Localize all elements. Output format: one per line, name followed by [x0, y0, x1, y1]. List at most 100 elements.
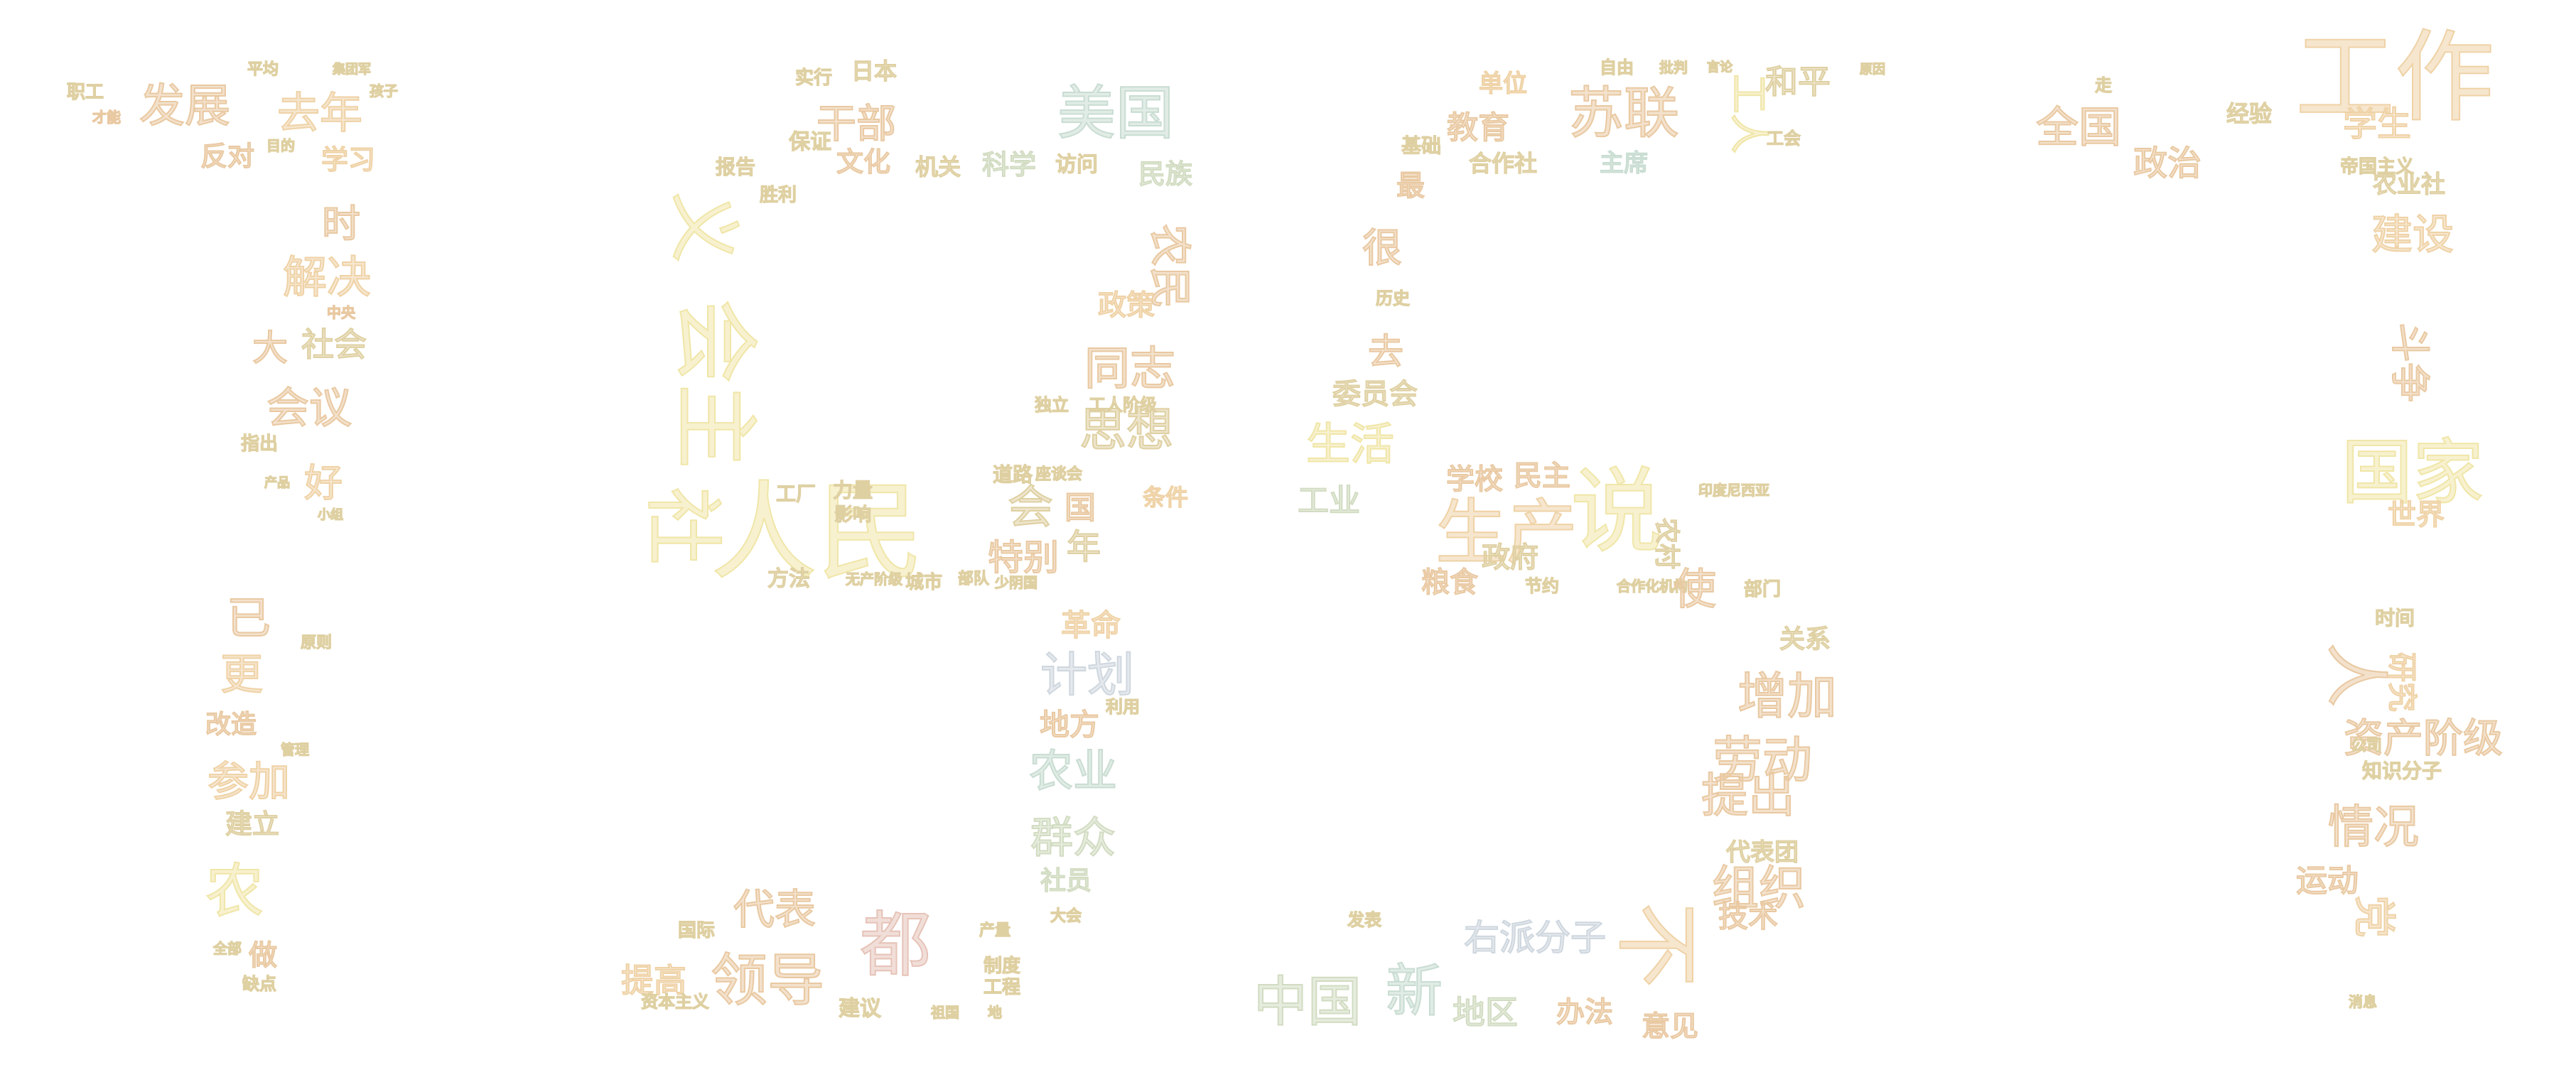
cloud-word: 工人 [1725, 74, 1772, 153]
cloud-word: 提高 [621, 961, 686, 1000]
cloud-word: 工程 [983, 977, 1020, 998]
cloud-word: 农村 [1652, 518, 1681, 569]
cloud-word: 代表团 [1726, 838, 1799, 867]
cloud-word: 资本主义 [641, 992, 709, 1012]
cloud-word: 发展 [139, 80, 230, 133]
cloud-word: 解决 [283, 252, 371, 303]
cloud-word: 城市 [905, 572, 942, 593]
cloud-word: 关系 [1779, 625, 1831, 654]
cloud-word: 年 [1067, 527, 1101, 567]
cloud-word: 职工 [67, 82, 104, 103]
cloud-word: 集团军 [333, 63, 371, 77]
cloud-word: 资产阶级 [2344, 716, 2503, 762]
cloud-word: 办法 [1556, 996, 1613, 1029]
cloud-word: 生活 [1306, 418, 1394, 470]
cloud-word: 提出 [1701, 769, 1795, 823]
cloud-word: 制度 [983, 956, 1020, 977]
cloud-word: 地区 [1453, 993, 1518, 1032]
cloud-word: 工会 [1767, 129, 1801, 148]
cloud-word: 干部 [817, 102, 896, 148]
cloud-word: 斗争 [2386, 323, 2432, 402]
cloud-word: 去年 [277, 89, 362, 139]
cloud-word: 政治 [2133, 144, 2202, 183]
cloud-word: 部队 [958, 570, 989, 588]
cloud-word: 劳动 [1713, 731, 1812, 789]
cloud-word: 使 [1674, 565, 1716, 615]
cloud-word: 学生 [2343, 104, 2411, 144]
cloud-word: 运动 [2296, 863, 2359, 899]
cloud-word: 最 [1396, 170, 1425, 202]
cloud-word: 建立 [225, 809, 279, 840]
cloud-word: 更 [220, 650, 263, 700]
cloud-word: 印度尼西亚 [1698, 482, 1769, 499]
cloud-word: 机关 [915, 153, 961, 180]
cloud-word: 教育 [1447, 110, 1509, 146]
cloud-word: 时 [322, 202, 360, 247]
cloud-word: 民主 [1514, 460, 1570, 492]
cloud-word: 代表 [733, 885, 816, 934]
cloud-word: 农民 [1144, 224, 1194, 309]
cloud-word: 美国 [1057, 80, 1174, 148]
cloud-word: 地 [988, 1004, 1002, 1021]
cloud-word: 好 [304, 461, 343, 506]
cloud-word: 社会 [301, 325, 367, 364]
cloud-word: 部门 [1744, 579, 1781, 600]
cloud-word: 都 [860, 904, 931, 987]
cloud-word: 去 [1368, 331, 1403, 372]
cloud-word: 批判 [1659, 59, 1688, 76]
cloud-word: 粮食 [1421, 566, 1478, 599]
cloud-word: 做 [249, 939, 277, 972]
cloud-word: 工作 [2295, 21, 2494, 136]
cloud-word: 义 [662, 192, 745, 263]
cloud-word: 实行 [795, 67, 832, 89]
cloud-word: 少阴国 [995, 574, 1038, 591]
cloud-word: 单位 [1479, 70, 1527, 98]
cloud-word: 国 [1065, 490, 1096, 526]
cloud-word: 时间 [2375, 607, 2415, 630]
cloud-word: 主席 [1600, 149, 1648, 178]
cloud-word: 经验 [2226, 100, 2272, 127]
cloud-word: 合作社 [1469, 150, 1537, 177]
cloud-word: 力量 [833, 479, 873, 502]
cloud-word: 胜利 [760, 185, 797, 206]
cloud-word: 会 [1008, 482, 1053, 534]
cloud-word: 政策 [1098, 289, 1155, 322]
cloud-word: 人民 [711, 471, 924, 595]
cloud-word: 原则 [301, 634, 332, 652]
cloud-word: 计划 [1040, 648, 1134, 703]
cloud-word: 消息 [2349, 993, 2377, 1010]
cloud-word: 全国 [2036, 103, 2121, 153]
cloud-word: 大会 [1050, 908, 1082, 926]
cloud-word: 才能 [92, 109, 121, 126]
cloud-word: 已 [227, 593, 271, 644]
cloud-word: 节约 [1525, 576, 1559, 596]
cloud-word: 社员 [1040, 867, 1092, 896]
cloud-word: 革命 [1061, 608, 1121, 643]
cloud-word: 同志 [1084, 343, 1175, 396]
cloud-word: 政府 [1482, 541, 1538, 574]
cloud-word: 科学 [982, 149, 1036, 180]
cloud-word: 委员会 [1332, 378, 1418, 411]
cloud-word: 保证 [789, 130, 831, 155]
cloud-word: 产量 [979, 922, 1011, 940]
cloud-word: 增加 [1737, 667, 1837, 725]
cloud-word: 平均 [247, 61, 279, 79]
cloud-word: 祖国 [931, 1004, 959, 1021]
cloud-word: 基础 [1401, 134, 1441, 158]
cloud-word: 孩子 [370, 82, 398, 99]
cloud-word: 学习 [321, 144, 375, 175]
cloud-word: 言论 [1707, 60, 1732, 75]
cloud-word: 独立 [1035, 395, 1069, 415]
cloud-word: 方法 [767, 567, 810, 592]
cloud-word: 影响 [834, 504, 871, 526]
cloud-word: 学校 [1446, 463, 1503, 496]
cloud-word: 不 [1607, 902, 1705, 988]
cloud-word: 苏联 [1568, 82, 1679, 146]
cloud-word: 小组 [318, 508, 343, 523]
cloud-word: 工人阶级 [1089, 395, 1157, 415]
cloud-word: 历史 [1376, 288, 1410, 308]
cloud-word: 原因 [1860, 63, 1885, 77]
cloud-word: 日本 [851, 58, 897, 85]
cloud-word: 管理 [281, 741, 309, 758]
cloud-word: 改造 [205, 710, 257, 740]
